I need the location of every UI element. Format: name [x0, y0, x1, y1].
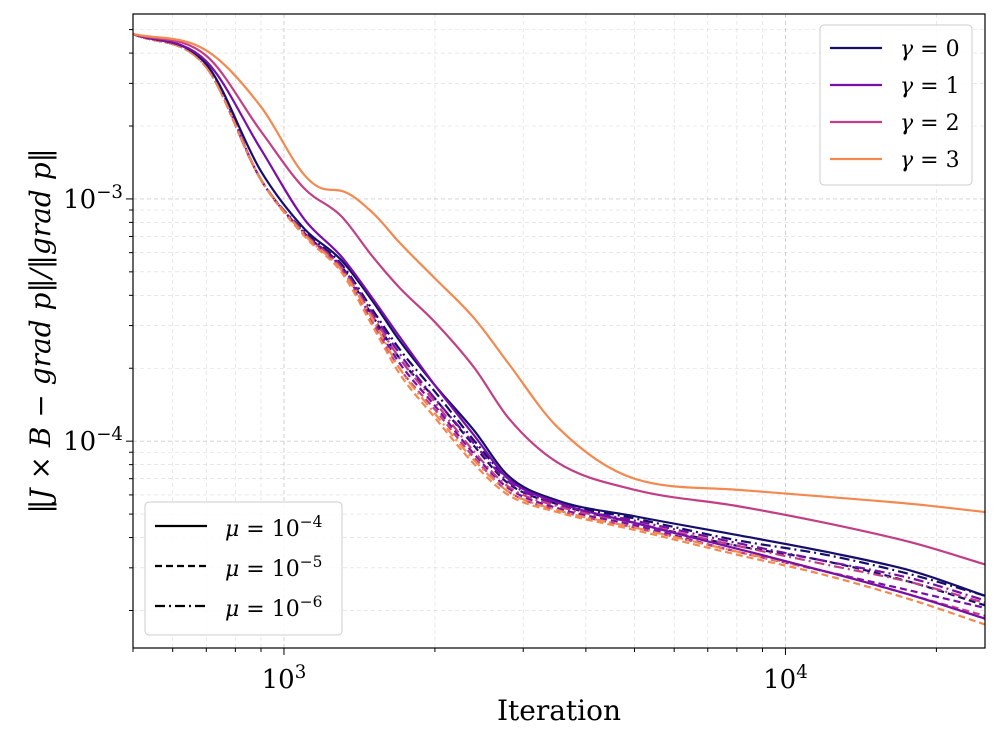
gamma-legend-label: γ = 2: [900, 111, 960, 136]
gamma-legend: γ = 0 γ = 1 γ = 2 γ = 3: [819, 24, 973, 186]
x-tick-label: 104: [763, 662, 808, 695]
axis-ticks: 103 104 10−3 10−4: [63, 29, 937, 695]
y-tick-label: 10−4: [63, 424, 123, 457]
y-axis-label: ‖J × B − grad p‖/‖grad p‖: [24, 148, 57, 513]
x-axis-label: Iteration: [497, 694, 621, 727]
gamma-legend-frame: [819, 24, 973, 186]
y-tick-label: 10−3: [63, 182, 123, 215]
mu-legend-frame: [144, 501, 343, 636]
mu-legend: μ = 10−4 μ = 10−5 μ = 10−6: [144, 501, 343, 636]
series-lines: [132, 32, 986, 626]
gamma-legend-label: γ = 1: [900, 74, 960, 99]
mu-legend-label: μ = 10−5: [225, 553, 322, 582]
x-tick-label: 103: [262, 662, 307, 695]
mu-legend-label: μ = 10−4: [225, 513, 323, 542]
series-line-gamma1-solid: [132, 32, 986, 620]
gamma-legend-label: γ = 0: [900, 37, 960, 62]
series-line-gamma2-solid: [132, 32, 986, 566]
series-line-gamma3-solid: [132, 32, 986, 514]
series-line-gamma0-dashdot: [132, 32, 986, 597]
series-line-gamma0-solid: [132, 32, 986, 597]
plot-frame: [132, 13, 986, 649]
gamma-legend-label: γ = 3: [900, 148, 960, 173]
series-line-gamma1-dashdot: [132, 32, 986, 602]
mu-legend-label: μ = 10−6: [225, 593, 322, 622]
